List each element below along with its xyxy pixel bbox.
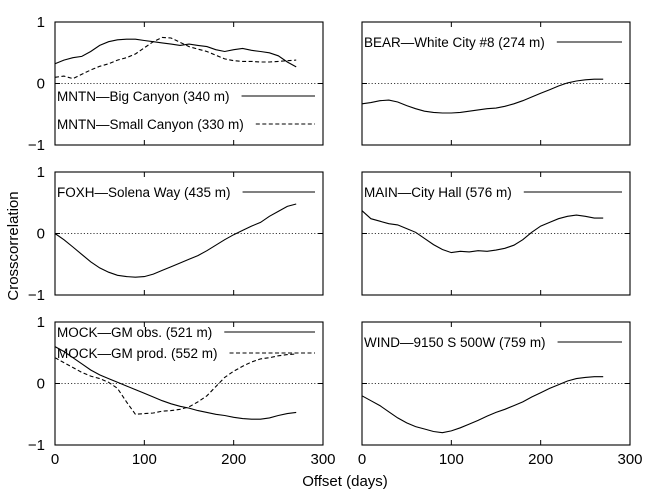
series-line-1-2	[54, 36, 297, 80]
x-tick-label: 300	[617, 451, 642, 468]
y-tick-label: 1	[37, 314, 45, 331]
y-tick-label: −1	[28, 137, 45, 154]
legend-label: MNTN—Big Canyon (340 m)	[57, 89, 230, 104]
legend-label: MOCK—GM obs. (521 m)	[57, 325, 212, 340]
series-line-1-1	[54, 38, 297, 68]
series-line-6-1	[361, 376, 604, 434]
panel-frame-1	[54, 21, 324, 146]
x-tick-label: 200	[221, 451, 246, 468]
series-line-5-1	[54, 346, 297, 420]
y-tick-label: 0	[37, 376, 45, 393]
y-tick-label: 0	[37, 226, 45, 243]
legend-label: BEAR—White City #8 (274 m)	[364, 35, 545, 50]
x-tick-label: 100	[439, 451, 464, 468]
panel-frame-2	[361, 21, 631, 146]
y-axis-label: Crosscorrelation	[5, 191, 22, 300]
legend-label: WIND—9150 S 500W (759 m)	[364, 335, 546, 350]
series-line-3-1	[54, 203, 297, 278]
legend-label: MAIN—City Hall (576 m)	[364, 185, 512, 200]
x-tick-label: 200	[528, 451, 553, 468]
legend-label: MNTN—Small Canyon (330 m)	[57, 117, 244, 132]
legend-label: MOCK—GM prod. (552 m)	[57, 346, 218, 361]
x-tick-label: 100	[132, 451, 157, 468]
panel-frame-4	[361, 171, 631, 296]
y-tick-label: −1	[28, 287, 45, 304]
x-tick-label: 0	[51, 451, 59, 468]
panel-frame-5	[54, 321, 324, 446]
legend-label: FOXH—Solena Way (435 m)	[57, 185, 231, 200]
y-tick-label: 0	[37, 76, 45, 93]
series-line-2-1	[361, 78, 604, 114]
x-tick-label: 0	[358, 451, 366, 468]
panel-frame-6	[361, 321, 631, 446]
x-axis-label: Offset (days)	[302, 473, 388, 490]
x-tick-label: 300	[310, 451, 335, 468]
panel-frame-3	[54, 171, 324, 296]
y-tick-label: 1	[37, 14, 45, 31]
y-tick-label: −1	[28, 437, 45, 454]
y-tick-label: 1	[37, 164, 45, 181]
series-line-4-1	[361, 210, 604, 254]
